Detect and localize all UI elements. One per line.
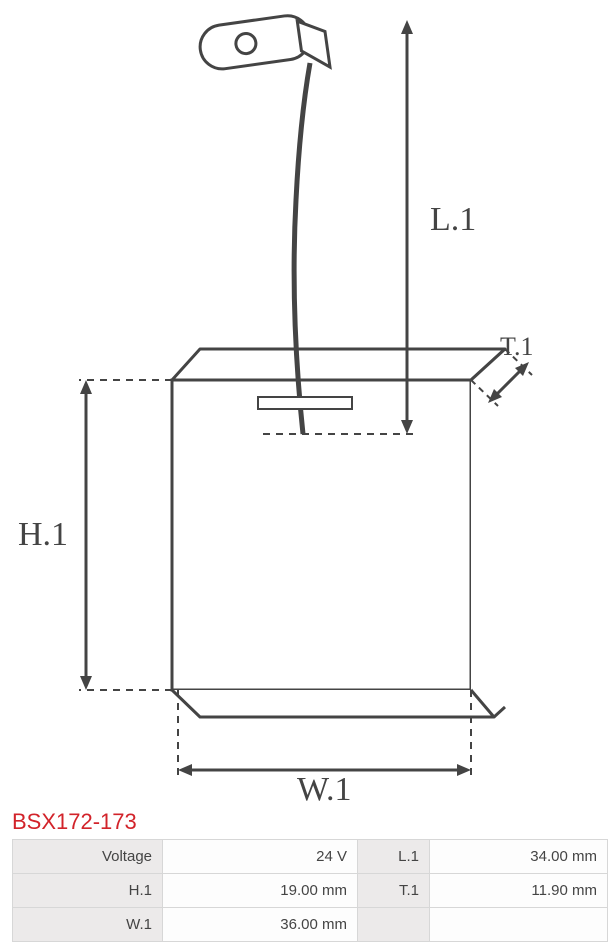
lead-slot	[258, 397, 352, 409]
table-row: W.1 36.00 mm	[13, 908, 608, 942]
brush-front	[172, 380, 471, 690]
dim-h1: H.1	[18, 380, 172, 690]
spec-table: Voltage 24 V L.1 34.00 mm H.1 19.00 mm T…	[12, 839, 608, 942]
dim-t1-label: T.1	[500, 332, 533, 361]
spec-label: H.1	[13, 874, 163, 908]
diagram-svg: H.1 W.1 L.1 T.1	[0, 0, 608, 805]
spec-value	[430, 908, 608, 942]
dim-l1-label: L.1	[430, 201, 476, 238]
spec-label: W.1	[13, 908, 163, 942]
spec-label	[358, 908, 430, 942]
dim-w1-label: W.1	[297, 771, 351, 805]
table-row: H.1 19.00 mm T.1 11.90 mm	[13, 874, 608, 908]
table-row: Voltage 24 V L.1 34.00 mm	[13, 840, 608, 874]
spec-value: 11.90 mm	[430, 874, 608, 908]
spec-value: 24 V	[163, 840, 358, 874]
brush-top-face	[172, 349, 505, 380]
spec-value: 36.00 mm	[163, 908, 358, 942]
product-code: BSX172-173	[0, 805, 608, 839]
dimension-diagram: H.1 W.1 L.1 T.1	[0, 0, 608, 805]
spec-label: Voltage	[13, 840, 163, 874]
spec-label: L.1	[358, 840, 430, 874]
brush-bottom-face	[172, 690, 494, 717]
spec-label: T.1	[358, 874, 430, 908]
spec-value: 34.00 mm	[430, 840, 608, 874]
brush-right-fill	[471, 349, 505, 690]
dim-h1-label: H.1	[18, 516, 68, 553]
spec-value: 19.00 mm	[163, 874, 358, 908]
